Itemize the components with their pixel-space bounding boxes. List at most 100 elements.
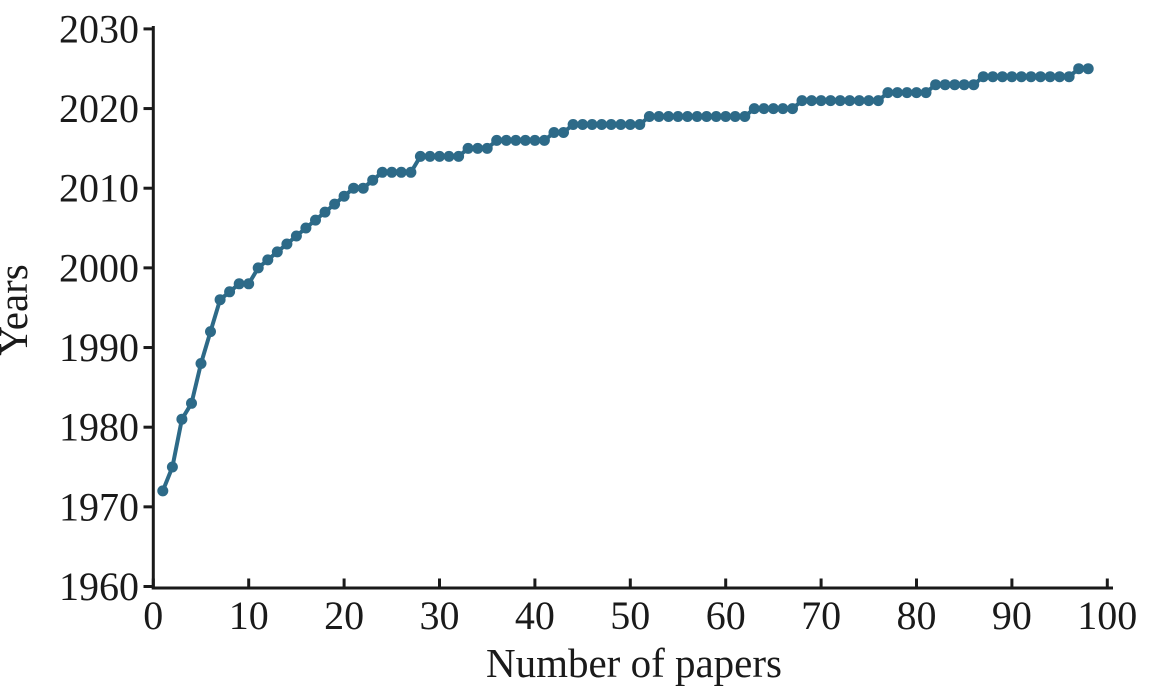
data-point [1063,71,1075,83]
data-point [186,397,197,409]
data-point [872,95,884,107]
data-point [758,103,770,115]
data-point [290,230,302,242]
data-point [376,166,388,178]
data-point [930,79,942,91]
data-point [548,127,560,138]
data-point [424,150,436,162]
data-point [834,95,846,107]
data-point [386,166,398,178]
x-tick-label: 10 [229,593,269,638]
data-point [968,79,980,91]
data-point [806,95,818,107]
data-point [243,278,255,290]
data-point [901,87,913,99]
data-point [882,87,894,99]
data-point [176,413,188,425]
data-point [729,111,741,122]
data-point [414,150,426,162]
data-point [720,111,732,122]
data-point [214,294,226,306]
data-point [701,111,713,122]
data-point [252,262,264,274]
x-tick-label: 50 [610,593,650,638]
data-point [634,119,646,130]
data-point [310,214,321,226]
y-tick-label: 1980 [59,405,139,450]
x-tick-label: 80 [897,593,937,638]
data-point [939,79,951,91]
data-point [434,150,445,162]
data-point [491,134,503,146]
data-point [262,254,274,266]
data-point [777,103,789,115]
x-tick-label: 60 [706,593,746,638]
data-point [166,461,178,473]
data-point [767,103,779,115]
data-point [443,150,455,162]
y-tick-label: 1960 [59,564,139,609]
data-point [643,111,655,122]
data-point [596,119,608,130]
data-point [844,95,856,107]
data-point [405,166,417,178]
data-point [853,95,865,107]
data-point [395,166,407,178]
data-point [500,134,512,146]
data-point [682,111,693,122]
data-point [567,119,579,130]
data-point [787,103,798,115]
data-point [796,95,808,107]
x-tick-label: 20 [324,593,364,638]
data-point [205,326,216,338]
x-tick-label: 40 [515,593,555,638]
data-point [577,119,589,130]
data-point [1082,63,1094,75]
data-point [605,119,617,130]
data-point [586,119,598,130]
x-tick-label: 30 [420,593,460,638]
y-tick-label: 2020 [59,86,139,131]
axes-layer: 0 10 20 30 40 50 60 70 80 90 100196019701980199020… [59,6,1137,638]
x-axis-title: Number of papers [486,640,782,686]
data-point [996,71,1008,83]
data-point [233,278,245,290]
y-tick-label: 1970 [59,484,139,529]
data-point [653,111,665,122]
data-point [224,286,236,298]
data-line [160,66,1091,493]
data-point [538,134,550,146]
data-point [1025,71,1037,83]
data-point [510,134,522,146]
data-point [329,198,341,210]
data-point [1006,71,1018,83]
data-point [558,127,569,138]
x-tick-label: 100 [1077,593,1137,638]
data-point [1015,71,1027,83]
x-tick-label: 70 [801,593,841,638]
data-point [920,87,932,99]
data-point [367,174,379,186]
data-point [672,111,684,122]
y-tick-label: 1990 [59,325,139,370]
data-point [911,87,922,99]
data-point [949,79,961,91]
data-point [739,111,751,122]
data-point [271,246,283,258]
data-point [481,142,493,154]
data-point [1073,63,1085,75]
data-point [815,95,827,107]
data-point [710,111,722,122]
y-axis-title: Years [0,264,36,356]
data-point [624,119,636,130]
data-point [615,119,627,130]
data-point [519,134,531,146]
data-point [300,222,312,234]
data-point [663,111,674,122]
data-point [357,182,369,194]
data-point [825,95,837,107]
y-tick-label: 2010 [59,166,139,211]
data-point [1035,71,1046,83]
